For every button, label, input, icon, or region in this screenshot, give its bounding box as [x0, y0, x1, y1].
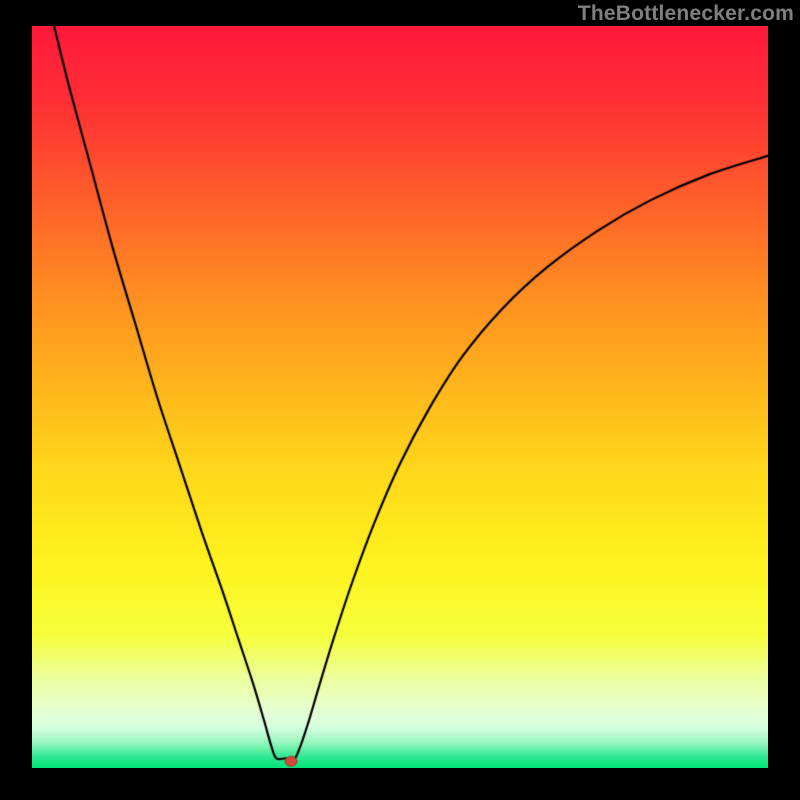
plot-canvas [32, 26, 768, 768]
plot-area [32, 26, 768, 768]
chart-frame: TheBottlenecker.com [0, 0, 800, 800]
watermark-text: TheBottlenecker.com [578, 2, 794, 26]
